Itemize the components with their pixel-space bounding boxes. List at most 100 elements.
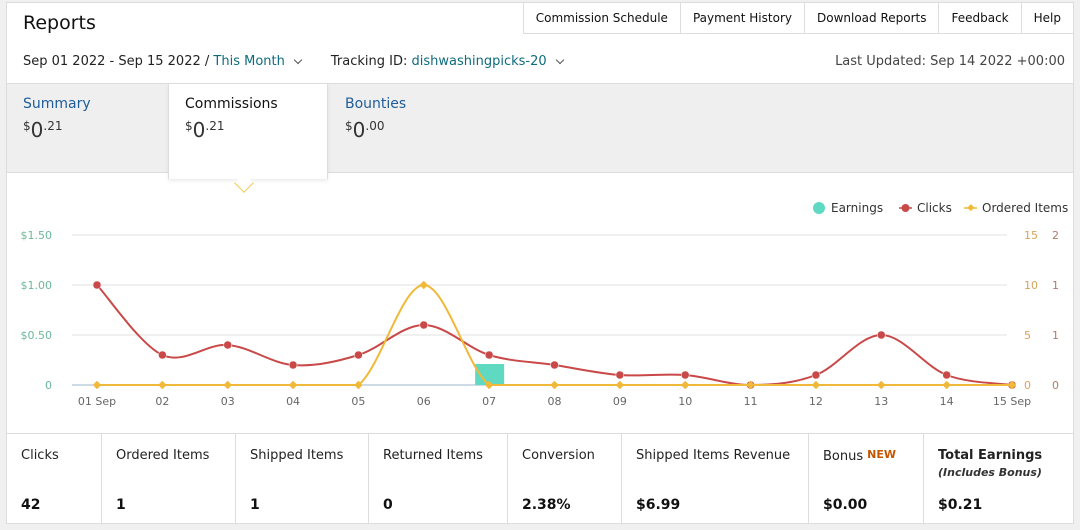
x-tick-label: 14 [940, 395, 954, 408]
y-right2-tick-label: 1 [1052, 329, 1059, 342]
stat-returned-items: Returned Items 0 [369, 434, 508, 524]
clicks-point [419, 320, 429, 330]
x-tick-label: 15 Sep [993, 395, 1031, 408]
report-filters: Sep 01 2022 - Sep 15 2022 / This Month T… [23, 54, 569, 69]
payment-history-button[interactable]: Payment History [679, 3, 804, 33]
x-tick-label: 03 [221, 395, 235, 408]
x-tick-label: 05 [351, 395, 365, 408]
legend-earnings-icon [813, 202, 825, 214]
reports-panel: Reports Commission Schedule Payment Hist… [6, 2, 1074, 524]
y-left-tick-label: 0 [45, 379, 52, 392]
x-tick-label: 06 [417, 395, 431, 408]
stat-ordered-items: Ordered Items 1 [102, 434, 236, 524]
chevron-down-icon[interactable] [293, 55, 303, 65]
page-title: Reports [23, 12, 96, 34]
x-tick-label: 07 [482, 395, 496, 408]
ordered-items-point [354, 380, 363, 390]
top-navigation: Commission Schedule Payment History Down… [522, 3, 1073, 34]
clicks-point [288, 360, 298, 370]
clicks-point [615, 370, 625, 380]
legend-clicks-icon [901, 204, 910, 212]
y-right2-tick-label: 1 [1052, 279, 1059, 292]
stat-label: Bonus NEW [823, 448, 896, 464]
ordered-items-point [223, 380, 232, 390]
x-tick-label: 08 [548, 395, 562, 408]
stat-value: 1 [250, 497, 260, 513]
download-reports-button[interactable]: Download Reports [803, 3, 939, 33]
x-tick-label: 02 [155, 395, 169, 408]
y-right2-tick-label: 2 [1052, 229, 1059, 242]
date-range-text: Sep 01 2022 - Sep 15 2022 [23, 54, 201, 69]
tracking-id-selector[interactable]: Tracking ID: dishwashingpicks-20 [331, 54, 547, 69]
tab-summary-amount: $0.21 [23, 118, 63, 142]
help-button[interactable]: Help [1020, 3, 1073, 33]
stat-label: Conversion [522, 448, 595, 463]
ordered-items-point [550, 380, 559, 390]
last-updated-text: Last Updated: Sep 14 2022 +00:00 [835, 54, 1065, 69]
y-right-tick-label: 5 [1024, 329, 1031, 342]
stat-bonus: Bonus NEW $0.00 [809, 434, 924, 524]
clicks-point [680, 370, 690, 380]
tab-commissions[interactable]: Commissions $0.21 [168, 84, 328, 179]
clicks-point [550, 360, 559, 370]
stat-label: Total Earnings [938, 448, 1043, 463]
stat-total-earnings: Total Earnings (Includes Bonus) $0.21 [924, 434, 1073, 524]
tab-commissions-label: Commissions [185, 96, 278, 112]
x-tick-label: 13 [874, 395, 888, 408]
date-range-separator: / [204, 54, 210, 69]
x-tick-label: 10 [678, 395, 692, 408]
tab-bounties[interactable]: Bounties $0.00 [329, 84, 489, 174]
ordered-items-point [680, 380, 690, 390]
stat-value: 42 [21, 497, 41, 513]
x-tick-label: 11 [744, 395, 758, 408]
tracking-id-value: dishwashingpicks-20 [411, 54, 547, 69]
stat-value: 0 [383, 497, 393, 513]
chevron-down-icon[interactable] [555, 55, 564, 65]
new-badge: NEW [867, 448, 896, 461]
legend-label: Earnings [831, 201, 883, 215]
stat-shipped-items: Shipped Items 1 [236, 434, 369, 524]
ordered-items-point [484, 380, 494, 390]
stat-sublabel: (Includes Bonus) [938, 466, 1042, 479]
ordered-items-point [158, 380, 167, 390]
clicks-point [942, 370, 951, 380]
clicks-point [92, 280, 102, 290]
tab-bounties-label: Bounties [345, 96, 407, 112]
tab-summary[interactable]: Summary $0.21 [7, 84, 167, 174]
clicks-point [354, 350, 363, 360]
earnings-chart: $1.50 15 2$1.00 10 1$0.50 5 10 0 001 Sep 02 03 04 05… [21, 201, 1069, 408]
tab-commissions-amount: $0.21 [185, 118, 225, 142]
stat-value: $0.00 [823, 497, 868, 513]
legend-ordered-items-icon [967, 204, 975, 212]
stat-clicks: Clicks 42 [7, 434, 102, 524]
clicks-point [877, 330, 886, 340]
ordered-items-point [92, 380, 102, 390]
stat-label: Shipped Items [250, 448, 344, 463]
ordered-items-point [1007, 380, 1017, 390]
y-right-tick-label: 15 [1024, 229, 1038, 242]
stat-value: 1 [116, 497, 126, 513]
ordered-items-point [615, 380, 625, 390]
y-left-tick-label: $1.50 [21, 229, 53, 242]
ordered-items-point [288, 380, 298, 390]
x-tick-label: 04 [286, 395, 300, 408]
ordered-items-point [877, 380, 886, 390]
stat-label: Shipped Items Revenue [636, 448, 791, 463]
stat-value: $0.21 [938, 497, 983, 513]
commission-schedule-button[interactable]: Commission Schedule [522, 3, 680, 33]
stats-row: Clicks 42 Ordered Items 1 Shipped Items … [7, 433, 1073, 524]
y-left-tick-label: $1.00 [21, 279, 53, 292]
ordered-items-point [419, 280, 429, 290]
clicks-point [158, 350, 167, 360]
date-range-selector[interactable]: Sep 01 2022 - Sep 15 2022 / This Month [23, 54, 285, 69]
ordered-items-line [96, 283, 1012, 386]
clicks-point [223, 340, 232, 350]
ordered-items-point [746, 380, 755, 390]
period-label: This Month [213, 54, 285, 69]
feedback-button[interactable]: Feedback [938, 3, 1020, 33]
tab-summary-label: Summary [23, 96, 91, 112]
y-left-tick-label: $0.50 [21, 329, 53, 342]
summary-tabs: Summary $0.21 Commissions $0.21 Bounties… [7, 83, 1073, 179]
y-right2-tick-label: 0 [1052, 379, 1059, 392]
clicks-point [811, 370, 821, 380]
